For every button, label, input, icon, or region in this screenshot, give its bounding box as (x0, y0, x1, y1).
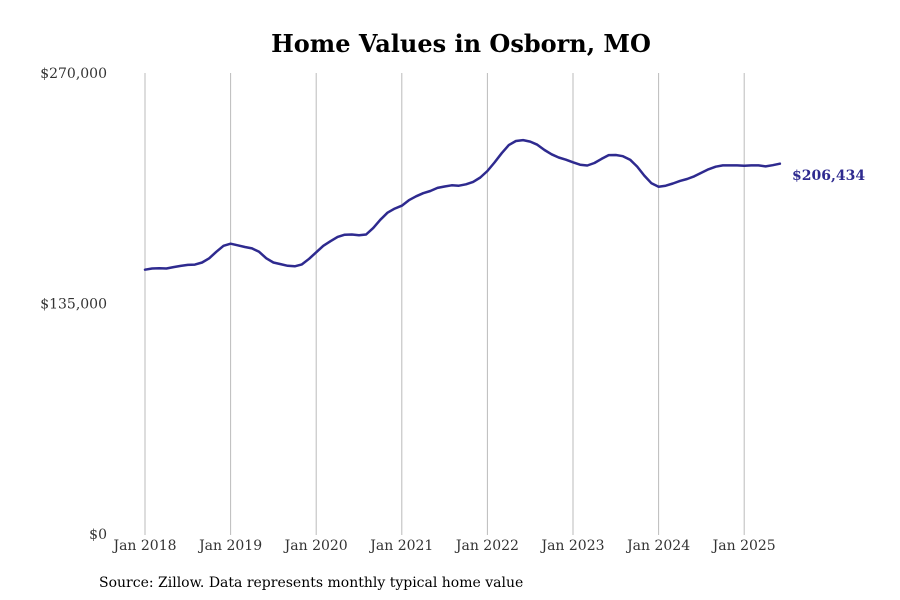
x-tick-label: Jan 2021 (368, 538, 433, 554)
grid-layer (144, 73, 745, 535)
y-axis-ticks: $0 $135,000 $270,000 (40, 66, 107, 543)
x-tick-label: Jan 2018 (111, 538, 176, 554)
latest-value-label: $206,434 (792, 168, 865, 184)
x-tick-label: Jan 2020 (283, 538, 348, 554)
home-value-line (143, 138, 782, 271)
source-note: Source: Zillow. Data represents monthly … (99, 575, 523, 591)
chart-title: Home Values in Osborn, MO (271, 29, 651, 58)
x-tick-label: Jan 2023 (539, 538, 604, 554)
y-tick-label: $270,000 (40, 66, 107, 82)
x-tick-label: Jan 2022 (454, 538, 519, 554)
x-axis-ticks: Jan 2018 Jan 2019 Jan 2020 Jan 2021 Jan 2022… (111, 538, 775, 554)
y-tick-label: $0 (89, 527, 107, 543)
x-tick-label: Jan 2019 (197, 538, 262, 554)
y-tick-label: $135,000 (40, 297, 107, 313)
x-tick-label: Jan 2024 (625, 538, 690, 554)
x-tick-label: Jan 2025 (711, 538, 776, 554)
data-points (144, 139, 781, 271)
